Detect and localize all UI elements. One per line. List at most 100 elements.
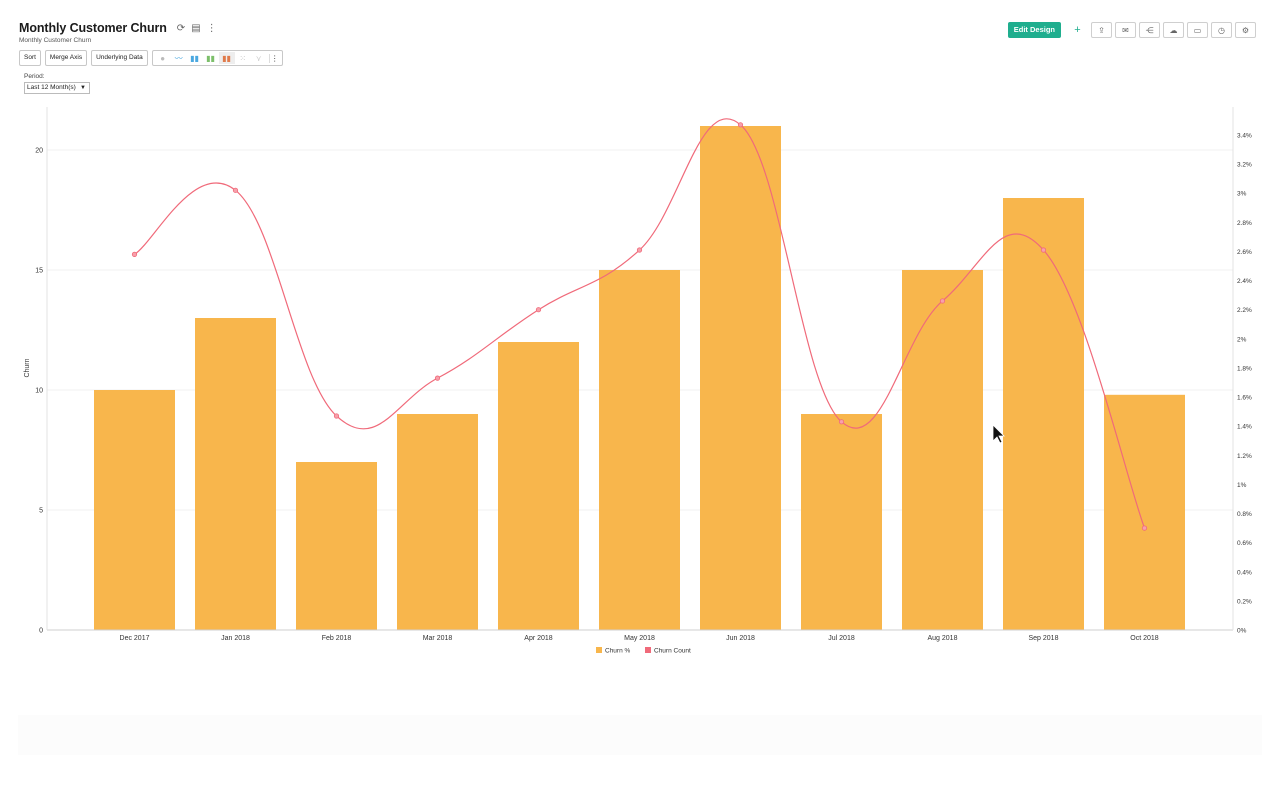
right-tick-label: 2.8% bbox=[1237, 220, 1252, 227]
bar-8[interactable] bbox=[902, 270, 983, 630]
line-point-9[interactable] bbox=[1040, 247, 1047, 253]
legend-swatch-1[interactable] bbox=[645, 647, 651, 653]
bar-series bbox=[94, 126, 1185, 630]
title-row: Monthly Customer Churn ⟳ ▤ ⋮ bbox=[19, 21, 217, 35]
bar-7[interactable] bbox=[801, 414, 882, 630]
right-tick-label: 2% bbox=[1237, 336, 1247, 343]
right-axis-ticks: 0% 0.2% 0.4% 0.6% 0.8% 1% 1.2% 1.4% 1.6% 1.8% 2% 2.… bbox=[1237, 133, 1252, 635]
right-tick-label: 2.2% bbox=[1237, 307, 1252, 314]
right-tick-label: 1.4% bbox=[1237, 424, 1252, 431]
legend-label-1[interactable]: Churn Count bbox=[654, 648, 691, 655]
pie-chart-icon[interactable]: ● bbox=[160, 53, 166, 63]
left-tick-label: 15 bbox=[35, 268, 43, 275]
comment-icon[interactable]: ▭ bbox=[1187, 22, 1208, 38]
scatter-chart-icon[interactable]: ⁙ bbox=[239, 53, 247, 63]
save-icon[interactable]: ▤ bbox=[191, 22, 201, 34]
x-tick-label: Feb 2018 bbox=[322, 635, 352, 642]
bar-4[interactable] bbox=[498, 342, 579, 630]
bar-3[interactable] bbox=[397, 414, 478, 630]
right-tick-label: 1.2% bbox=[1237, 453, 1252, 460]
right-tick-label: 1% bbox=[1237, 482, 1247, 489]
line-point-3[interactable] bbox=[434, 375, 441, 381]
line-point-7[interactable] bbox=[838, 419, 845, 425]
churn-count-line bbox=[134, 118, 1146, 529]
right-tick-label: 0.6% bbox=[1237, 540, 1252, 547]
x-tick-label: Mar 2018 bbox=[423, 635, 453, 642]
legend-label-0[interactable]: Churn % bbox=[605, 648, 631, 655]
line-chart-icon[interactable]: 〰 bbox=[174, 53, 183, 63]
right-tick-label: 1.8% bbox=[1237, 365, 1252, 372]
line-point-6[interactable] bbox=[737, 122, 744, 128]
line-points bbox=[131, 122, 1148, 531]
right-tick-label: 3.2% bbox=[1237, 162, 1252, 169]
x-tick-label: Sep 2018 bbox=[1029, 635, 1059, 642]
chevron-down-icon: ▼ bbox=[80, 85, 86, 91]
period-select-value: Last 12 Month(s) bbox=[27, 84, 76, 91]
legend-swatch-0[interactable] bbox=[596, 647, 602, 653]
right-tick-label: 3% bbox=[1237, 191, 1247, 198]
mouse-cursor-icon bbox=[992, 424, 1005, 444]
bar-9[interactable] bbox=[1003, 198, 1084, 630]
right-tick-label: 0.4% bbox=[1237, 569, 1252, 576]
x-tick-label: Oct 2018 bbox=[1130, 635, 1159, 642]
x-tick-label: Jul 2018 bbox=[828, 635, 855, 642]
bar-0[interactable] bbox=[94, 390, 175, 630]
bar-chart-icon[interactable]: ▮▮ bbox=[190, 53, 200, 63]
right-tick-label: 2.4% bbox=[1237, 278, 1252, 285]
report-title: Monthly Customer Churn bbox=[19, 21, 167, 35]
bar-2[interactable] bbox=[296, 462, 377, 630]
cloud-icon[interactable]: ☁ bbox=[1163, 22, 1184, 38]
x-tick-label: Aug 2018 bbox=[928, 635, 958, 642]
alarm-icon[interactable]: ◷ bbox=[1211, 22, 1232, 38]
top-toolbar: Edit Design + ⇪ ✉ ⋲ ☁ ▭ ◷ ⚙ bbox=[1007, 22, 1256, 38]
sort-button[interactable]: Sort bbox=[19, 50, 41, 66]
left-tick-label: 5 bbox=[39, 508, 43, 515]
add-icon[interactable]: + bbox=[1067, 22, 1088, 38]
line-point-1[interactable] bbox=[232, 187, 239, 193]
settings-gear-icon[interactable]: ⚙ bbox=[1235, 22, 1256, 38]
left-tick-label: 0 bbox=[39, 628, 43, 635]
x-tick-label: Jan 2018 bbox=[221, 635, 250, 642]
report-subtitle: Monthly Customer Churn bbox=[19, 37, 92, 44]
stacked-bar-icon[interactable]: ▮▮ bbox=[206, 53, 216, 63]
x-tick-label: May 2018 bbox=[624, 635, 655, 642]
x-tick-label: Apr 2018 bbox=[524, 635, 553, 642]
footer-band bbox=[18, 715, 1262, 755]
x-tick-label: Jun 2018 bbox=[726, 635, 755, 642]
chart-type-switcher: ● 〰 ▮▮ ▮▮ ▮▮ ⁙ ⋎ ⋮ bbox=[151, 50, 283, 66]
line-point-8[interactable] bbox=[939, 298, 946, 304]
combo-chart-icon[interactable]: ▮▮ bbox=[218, 52, 235, 64]
underlying-data-button[interactable]: Underlying Data bbox=[91, 50, 148, 66]
line-point-2[interactable] bbox=[333, 413, 340, 419]
left-tick-label: 20 bbox=[35, 148, 43, 155]
line-point-0[interactable] bbox=[131, 251, 138, 257]
line-point-5[interactable] bbox=[636, 247, 643, 253]
refresh-icon[interactable]: ⟳ bbox=[176, 22, 186, 34]
bar-1[interactable] bbox=[195, 318, 276, 630]
export-icon[interactable]: ⇪ bbox=[1091, 22, 1112, 38]
left-tick-label: 10 bbox=[35, 388, 43, 395]
email-icon[interactable]: ✉ bbox=[1115, 22, 1136, 38]
more-chart-types-icon[interactable]: ⋮ bbox=[268, 53, 279, 63]
bar-6[interactable] bbox=[700, 126, 781, 630]
edit-design-button[interactable]: Edit Design bbox=[1007, 22, 1061, 38]
line-point-10[interactable] bbox=[1141, 525, 1148, 531]
title-icons: ⟳ ▤ ⋮ bbox=[177, 23, 217, 34]
right-tick-label: 3.4% bbox=[1237, 133, 1252, 140]
funnel-chart-icon[interactable]: ⋎ bbox=[255, 53, 262, 63]
period-label: Period: bbox=[24, 73, 45, 80]
right-tick-label: 0% bbox=[1237, 628, 1247, 635]
chart-toolbar: Sort Merge Axis Underlying Data ● 〰 ▮▮ ▮… bbox=[19, 50, 283, 66]
share-icon[interactable]: ⋲ bbox=[1139, 22, 1160, 38]
right-tick-label: 1.6% bbox=[1237, 395, 1252, 402]
right-tick-label: 2.6% bbox=[1237, 249, 1252, 256]
chart-legend: Churn % Churn Count bbox=[596, 647, 691, 655]
bar-5[interactable] bbox=[599, 270, 680, 630]
x-axis-ticks: Dec 2017 Jan 2018 Feb 2018 Mar 2018 Apr 2018… bbox=[120, 635, 1159, 642]
more-options-icon[interactable]: ⋮ bbox=[206, 22, 217, 34]
merge-axis-button[interactable]: Merge Axis bbox=[44, 50, 88, 66]
line-point-4[interactable] bbox=[535, 307, 542, 313]
bar-10[interactable] bbox=[1104, 394, 1185, 630]
period-select[interactable]: Last 12 Month(s) ▼ bbox=[24, 82, 90, 94]
